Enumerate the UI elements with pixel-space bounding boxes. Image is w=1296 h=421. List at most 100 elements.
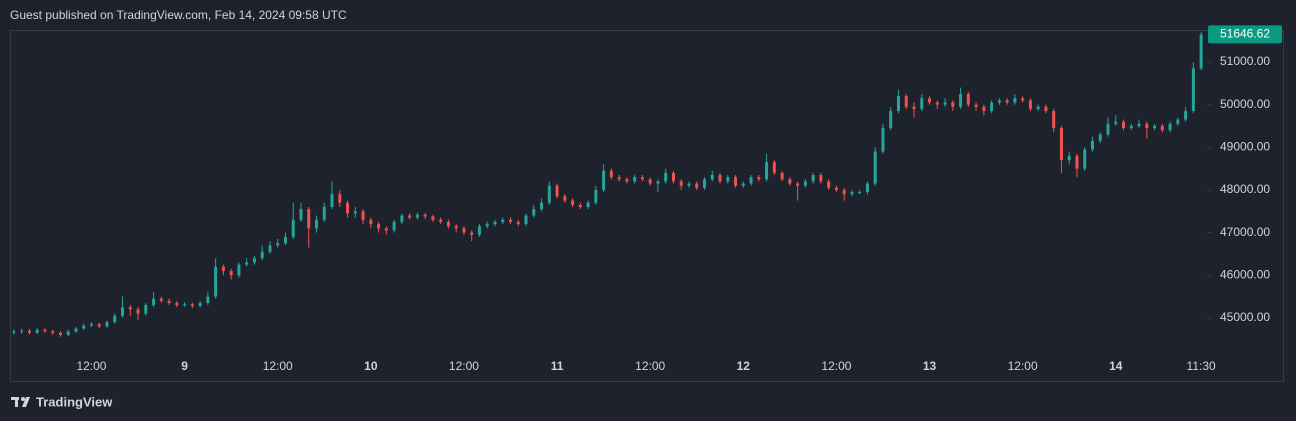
candle-body (928, 98, 932, 103)
x-tick-label: 12:00 (821, 359, 851, 373)
candle-body (1191, 68, 1195, 112)
candle-body (338, 194, 342, 203)
candle-body (1176, 119, 1180, 124)
candle-body (167, 300, 171, 303)
candle-body (229, 270, 233, 276)
candle-body (58, 332, 62, 335)
candle-body (206, 296, 210, 303)
logo-slash (22, 397, 30, 407)
y-tick-label: 49000.00 (1220, 139, 1270, 153)
candle-body (20, 330, 24, 332)
candle-body (51, 331, 55, 333)
candle-body (702, 179, 706, 188)
candle-body (578, 204, 582, 208)
candle-body (1028, 100, 1032, 109)
candle-body (1036, 106, 1040, 109)
candle-body (423, 214, 427, 217)
candle-body (1199, 34, 1203, 69)
candle-body (66, 331, 70, 335)
candle-body (260, 251, 264, 259)
candle-body (943, 102, 947, 105)
candle-body (1153, 125, 1157, 129)
candle-body (237, 264, 241, 276)
candle-body (252, 258, 256, 263)
candle-body (734, 177, 738, 186)
candle-body (881, 128, 885, 152)
candle-body (276, 243, 280, 246)
candle-body (431, 216, 435, 220)
candle-body (1005, 100, 1009, 103)
candle-body (470, 232, 474, 235)
candle-body (912, 106, 916, 109)
candle-body (679, 181, 683, 186)
candle-body (291, 219, 295, 237)
last-price-label: 51646.62 (1220, 27, 1270, 41)
candle-body (664, 172, 668, 182)
candle-body (152, 298, 156, 306)
candle-body (1129, 125, 1133, 129)
candle-body (959, 93, 963, 107)
candle-body (1168, 123, 1172, 131)
candle-body (1114, 121, 1118, 124)
candle-body (1075, 155, 1079, 169)
candle-body (315, 219, 319, 229)
x-tick-label: 10 (364, 359, 378, 373)
candle-body (105, 322, 109, 327)
candle-body (1098, 134, 1102, 141)
pane-border (10, 30, 1284, 382)
candle-body (1067, 155, 1071, 161)
candle-body (772, 162, 776, 173)
candle-body (128, 307, 132, 310)
candle-body (1052, 111, 1056, 129)
header: Guest published on TradingView.com, Feb … (10, 8, 347, 22)
candle-body (307, 209, 311, 229)
candle-body (268, 245, 272, 252)
candle-body (571, 200, 575, 205)
candle-body (997, 100, 1001, 103)
candle-body (951, 102, 955, 107)
candle-body (283, 236, 287, 244)
candle-body (1137, 123, 1141, 126)
candle-body (617, 177, 621, 180)
x-tick-label: 12 (737, 359, 751, 373)
candle-body (97, 324, 101, 327)
candle-body (144, 305, 148, 314)
candle-body (175, 302, 179, 306)
candle-body (889, 111, 893, 129)
candle-body (920, 98, 924, 109)
x-tick-label: 12:00 (635, 359, 665, 373)
candle-body (377, 224, 381, 229)
candle-body (439, 219, 443, 222)
candle-body (501, 219, 505, 222)
candle-body (625, 179, 629, 182)
candle-body (322, 207, 326, 220)
candle-body (555, 185, 559, 197)
candle-body (896, 96, 900, 112)
candle-body (27, 330, 31, 333)
candle-body (1021, 98, 1025, 101)
candle-body (462, 228, 466, 233)
candle-body (687, 183, 691, 186)
candle-body (656, 181, 660, 184)
candle-body (765, 162, 769, 180)
candle-body (361, 211, 365, 220)
candle-body (749, 177, 753, 184)
candle-body (811, 175, 815, 182)
candle-body (966, 93, 970, 105)
candle-body (183, 304, 187, 306)
candle-body (214, 266, 218, 297)
candle-body (516, 221, 520, 225)
candle-body (904, 96, 908, 107)
candle-body (35, 329, 39, 333)
candle-body (842, 189, 846, 195)
candle-body (1090, 140, 1094, 150)
candle-body (1013, 98, 1017, 103)
candle-body (873, 151, 877, 184)
y-tick-label: 50000.00 (1220, 97, 1270, 111)
y-tick-label: 47000.00 (1220, 225, 1270, 239)
y-tick-label: 45000.00 (1220, 310, 1270, 324)
candle-body (865, 183, 869, 193)
candle-body (353, 211, 357, 214)
candle-body (710, 175, 714, 180)
